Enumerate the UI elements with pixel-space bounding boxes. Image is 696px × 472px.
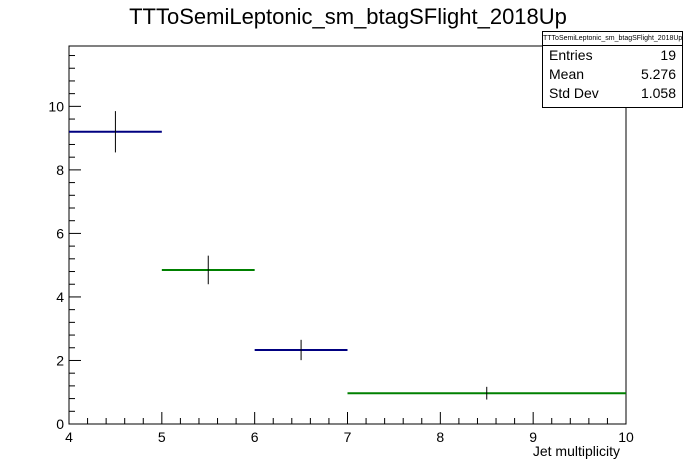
x-tick-label: 8 — [436, 429, 444, 445]
y-tick-label: 10 — [48, 98, 64, 114]
stats-value: 19 — [660, 47, 676, 63]
stats-label: Std Dev — [549, 85, 599, 101]
stats-value: 1.058 — [640, 85, 676, 101]
x-axis-label: Jet multiplicity — [533, 443, 620, 459]
y-tick-label: 4 — [56, 289, 64, 305]
stats-label: Mean — [549, 66, 585, 82]
y-tick-label: 2 — [56, 352, 64, 368]
stats-box-title: TTToSemiLeptonic_sm_btagSFlight_2018Up — [543, 32, 682, 46]
chart-title: TTToSemiLeptonic_sm_btagSFlight_2018Up — [129, 4, 567, 29]
x-tick-label: 6 — [251, 429, 259, 445]
x-tick-label: 5 — [158, 429, 166, 445]
stats-label: Entries — [549, 47, 593, 63]
stats-value: 5.276 — [640, 66, 676, 82]
x-tick-label: 9 — [529, 429, 537, 445]
x-tick-label: 10 — [618, 429, 634, 445]
stats-row-entries: Entries 19 — [543, 46, 682, 65]
stats-row-mean: Mean 5.276 — [543, 65, 682, 84]
stats-row-stddev: Std Dev 1.058 — [543, 84, 682, 103]
y-tick-label: 6 — [56, 225, 64, 241]
x-tick-label: 4 — [65, 429, 73, 445]
stats-box: TTToSemiLeptonic_sm_btagSFlight_2018Up E… — [542, 31, 683, 108]
x-tick-label: 7 — [344, 429, 352, 445]
y-tick-label: 0 — [56, 416, 64, 432]
y-tick-label: 8 — [56, 162, 64, 178]
